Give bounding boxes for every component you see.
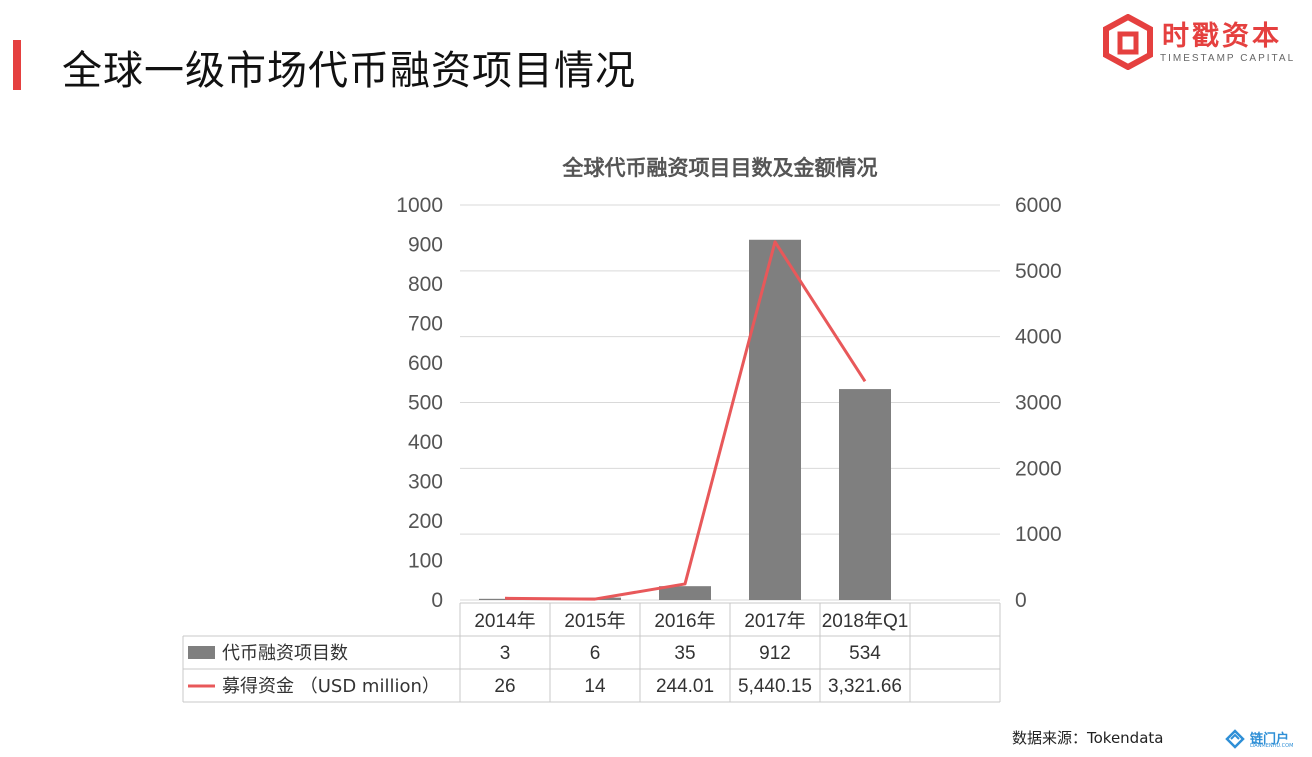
y-right-tick-label: 1000 [1015,523,1062,546]
footer-logo-icon [1225,729,1245,749]
table-cell-bar-value: 35 [674,643,695,664]
table-cell-line-value: 26 [494,676,515,697]
y-left-tick-label: 200 [408,510,443,533]
y-right-tick-label: 0 [1015,589,1027,612]
y-left-tick-label: 400 [408,431,443,454]
y-right-tick-label: 6000 [1015,194,1062,217]
footer-logo-name: 链门户 [1250,732,1290,747]
y-left-tick-label: 0 [431,589,443,612]
title-accent-bar [13,40,21,90]
table-cell-bar-value: 912 [759,643,791,664]
y-right-tick-label: 3000 [1015,392,1062,415]
bar [839,389,891,600]
table-cell-bar-value: 534 [849,643,881,664]
legend-key-bar [188,646,215,659]
legend-label-line: 募得资金 （USD million） [222,676,440,697]
table-cell-line-value: 3,321.66 [828,676,902,697]
bar [659,586,711,600]
table-cell-bar-value: 6 [590,643,601,664]
legend-label-bar: 代币融资项目数 [222,643,348,664]
y-left-tick-label: 500 [408,392,443,415]
logo-name: 时戳资本 [1162,21,1282,52]
logo-hexagon-icon [1103,14,1153,70]
footer-logo: 链门户 LIANMENHU.COM [1224,728,1304,750]
company-logo: 时戳资本 TIMESTAMP CAPITAL [1100,12,1300,72]
x-category-label: 2018年Q1 [822,610,909,632]
y-right-tick-label: 2000 [1015,457,1062,480]
logo-subtitle: TIMESTAMP CAPITAL [1160,53,1296,64]
series-line [504,240,867,601]
table-cell-bar-value: 3 [500,643,511,664]
table-cell-line-value: 5,440.15 [738,676,812,697]
bar [749,239,801,600]
y-right-tick-label: 5000 [1015,260,1062,283]
x-category-label: 2014年 [474,610,535,632]
y-left-tick-label: 700 [408,313,443,336]
chart-title: 全球代币融资项目目数及金额情况 [562,156,878,180]
footer-logo-subtitle: LIANMENHU.COM [1250,743,1294,749]
x-category-label: 2015年 [564,610,625,632]
slide-title: 全球一级市场代币融资项目情况 [62,48,636,94]
y-left-tick-label: 1000 [396,194,443,217]
y-right-tick-label: 4000 [1015,326,1062,349]
y-left-tick-label: 300 [408,471,443,494]
x-category-label: 2016年 [654,610,715,632]
y-left-tick-label: 900 [408,234,443,257]
y-left-tick-label: 800 [408,273,443,296]
y-left-tick-label: 600 [408,352,443,375]
y-left-tick-label: 100 [408,550,443,573]
table-cell-line-value: 244.01 [656,676,714,697]
table-cell-line-value: 14 [584,676,606,697]
data-source-note: 数据来源：Tokendata [1012,729,1164,747]
x-category-label: 2017年 [744,610,805,632]
